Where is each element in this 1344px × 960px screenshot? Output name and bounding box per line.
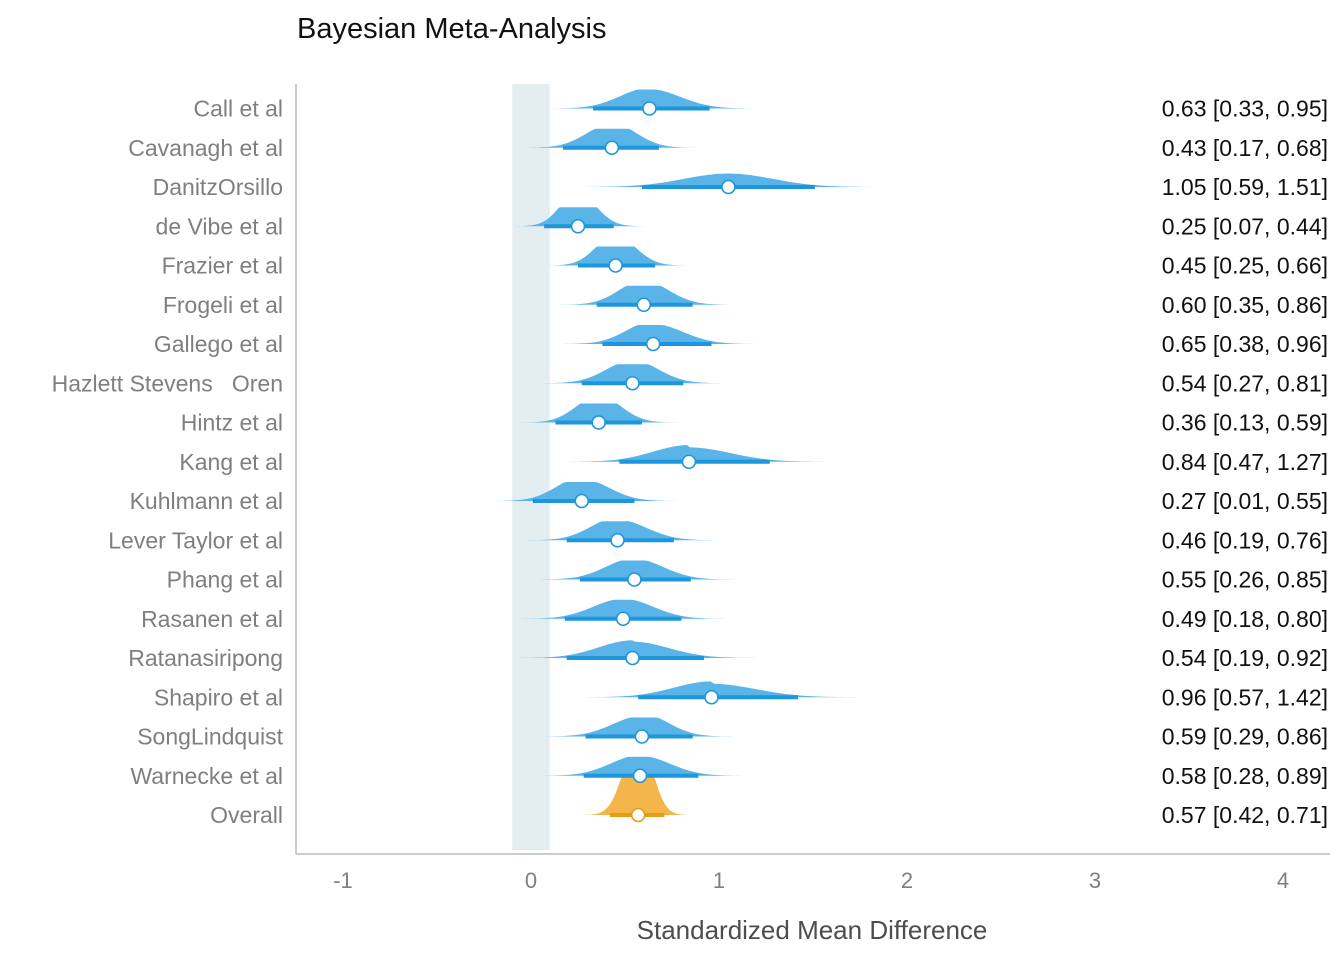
estimate-label-shapiro-et-al: 0.96 [0.57, 1.42]: [1162, 684, 1328, 710]
point-overall: [630, 807, 646, 823]
density-ratanasiripong: [491, 640, 786, 658]
density-frazier-et-al: [535, 246, 701, 266]
study-label-kuhlmann-et-al: Kuhlmann et al: [130, 488, 283, 514]
study-label-warnecke-et-al: Warnecke et al: [130, 763, 283, 789]
point-kuhlmann-et-al: [574, 493, 590, 509]
estimate-label-hintz-et-al: 0.36 [0.13, 0.59]: [1162, 410, 1328, 436]
point-phang-et-al: [627, 572, 642, 587]
x-tick-label: -1: [333, 868, 353, 893]
density-hazlett-stevens-oren: [523, 364, 742, 384]
density-phang-et-al: [517, 560, 756, 580]
study-label-overall: Overall: [210, 802, 283, 828]
x-tick-label: 4: [1277, 868, 1289, 893]
chart-title: Bayesian Meta-Analysis: [297, 13, 606, 45]
density-frogeli-et-al: [543, 285, 749, 305]
study-label-danitzorsillo: DanitzOrsillo: [153, 174, 283, 200]
study-label-kang-et-al: Kang et al: [179, 449, 283, 475]
estimate-label-kang-et-al: 0.84 [0.47, 1.27]: [1162, 449, 1328, 475]
study-label-call-et-al: Call et al: [194, 96, 283, 122]
study-label-cavanagh-et-al: Cavanagh et al: [128, 135, 283, 161]
estimate-label-frogeli-et-al: 0.60 [0.35, 0.86]: [1162, 292, 1328, 318]
study-label-de-vibe-et-al: de Vibe et al: [156, 213, 283, 239]
estimate-label-overall: 0.57 [0.42, 0.71]: [1162, 802, 1328, 828]
study-label-lever-taylor-et-al: Lever Taylor et al: [108, 527, 283, 553]
estimate-label-cavanagh-et-al: 0.43 [0.17, 0.68]: [1162, 135, 1328, 161]
density-gallego-et-al: [544, 325, 779, 344]
estimate-label-gallego-et-al: 0.65 [0.38, 0.96]: [1162, 331, 1328, 357]
point-lever-taylor-et-al: [610, 532, 625, 548]
point-hazlett-stevens-oren: [625, 375, 640, 391]
density-kuhlmann-et-al: [477, 482, 695, 501]
estimate-label-hazlett-stevens-oren: 0.54 [0.27, 0.81]: [1162, 370, 1328, 396]
point-ratanasiripong: [625, 650, 640, 666]
point-danitzorsillo: [721, 179, 736, 195]
study-label-ratanasiripong: Ratanasiripong: [128, 645, 283, 671]
estimate-label-de-vibe-et-al: 0.25 [0.07, 0.44]: [1162, 213, 1328, 239]
point-cavanagh-et-al: [604, 140, 620, 156]
study-label-frazier-et-al: Frazier et al: [162, 253, 283, 279]
point-frogeli-et-al: [636, 297, 652, 313]
estimate-label-rasanen-et-al: 0.49 [0.18, 0.80]: [1162, 606, 1328, 632]
study-label-hintz-et-al: Hintz et al: [181, 410, 283, 436]
point-shapiro-et-al: [704, 689, 719, 705]
x-tick-label: 1: [713, 868, 725, 893]
point-hintz-et-al: [591, 415, 606, 430]
x-tick-label: 2: [901, 868, 913, 893]
estimate-label-songlindquist: 0.59 [0.29, 0.86]: [1162, 724, 1328, 750]
density-overall: [577, 777, 695, 815]
density-call-et-al: [528, 89, 779, 109]
point-warnecke-et-al: [632, 768, 648, 784]
x-axis-title: Standardized Mean Difference: [637, 915, 988, 945]
point-call-et-al: [642, 101, 657, 116]
point-rasanen-et-al: [615, 611, 631, 627]
estimate-label-call-et-al: 0.63 [0.33, 0.95]: [1162, 96, 1328, 122]
estimate-label-kuhlmann-et-al: 0.27 [0.01, 0.55]: [1162, 488, 1328, 514]
point-frazier-et-al: [608, 258, 623, 273]
estimate-label-frazier-et-al: 0.45 [0.25, 0.66]: [1162, 253, 1328, 279]
density-warnecke-et-al: [519, 756, 765, 776]
density-de-vibe-et-al: [505, 207, 655, 227]
estimate-label-danitzorsillo: 1.05 [0.59, 1.51]: [1162, 174, 1328, 200]
study-label-songlindquist: SongLindquist: [137, 724, 283, 750]
density-shapiro-et-al: [554, 681, 897, 698]
estimate-label-lever-taylor-et-al: 0.46 [0.19, 0.76]: [1162, 527, 1328, 553]
point-de-vibe-et-al: [570, 218, 586, 234]
density-lever-taylor-et-al: [508, 521, 739, 541]
rope-band: [512, 84, 550, 850]
point-songlindquist: [634, 729, 650, 744]
study-label-gallego-et-al: Gallego et al: [154, 331, 283, 357]
study-label-shapiro-et-al: Shapiro et al: [154, 684, 283, 710]
point-layer: [570, 101, 736, 823]
study-label-rasanen-et-al: Rasanen et al: [141, 606, 283, 632]
x-tick-label: 3: [1089, 868, 1101, 893]
density-rasanen-et-al: [498, 599, 749, 619]
density-hintz-et-al: [506, 403, 692, 423]
estimate-label-phang-et-al: 0.55 [0.26, 0.85]: [1162, 567, 1328, 593]
density-songlindquist: [521, 717, 751, 737]
x-tick-label: 0: [525, 868, 537, 893]
study-label-phang-et-al: Phang et al: [167, 567, 283, 593]
x-tick-layer: -1 0 1 2 3 4: [333, 868, 1289, 893]
estimate-label-ratanasiripong: 0.54 [0.19, 0.92]: [1162, 645, 1328, 671]
study-label-hazlett-stevens-oren: Hazlett Stevens Oren: [52, 370, 283, 396]
point-kang-et-al: [681, 454, 697, 470]
density-cavanagh-et-al: [507, 128, 713, 148]
estimate-label-warnecke-et-al: 0.58 [0.28, 0.89]: [1162, 763, 1328, 789]
point-gallego-et-al: [645, 336, 661, 352]
estimate-label-layer: 0.63 [0.33, 0.95] 0.43 [0.17, 0.68] 1.05 […: [1162, 96, 1328, 829]
density-kang-et-al: [539, 445, 863, 462]
study-label-frogeli-et-al: Frogeli et al: [163, 292, 283, 318]
study-label-layer: Call et al Cavanagh et al DanitzOrsillo de …: [52, 96, 284, 829]
